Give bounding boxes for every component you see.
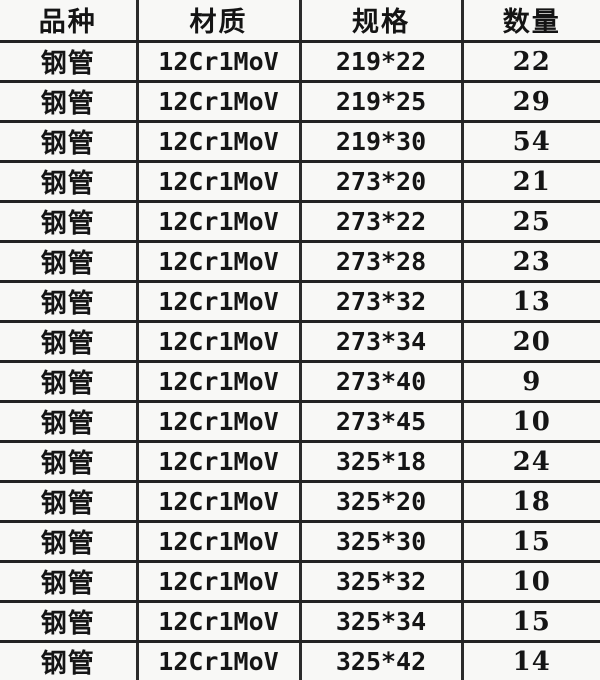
cell-material: 12Cr1MoV bbox=[137, 322, 300, 362]
cell-kind: 钢管 bbox=[0, 82, 137, 122]
cell-spec: 325*34 bbox=[300, 602, 462, 642]
cell-quantity: 18 bbox=[462, 482, 600, 522]
cell-material: 12Cr1MoV bbox=[137, 202, 300, 242]
cell-spec: 273*45 bbox=[300, 402, 462, 442]
cell-spec: 219*25 bbox=[300, 82, 462, 122]
cell-kind: 钢管 bbox=[0, 642, 137, 680]
cell-spec: 273*28 bbox=[300, 242, 462, 282]
cell-kind: 钢管 bbox=[0, 402, 137, 442]
cell-quantity: 25 bbox=[462, 202, 600, 242]
column-header-kind: 品种 bbox=[0, 0, 137, 42]
cell-material: 12Cr1MoV bbox=[137, 362, 300, 402]
cell-quantity: 13 bbox=[462, 282, 600, 322]
cell-kind: 钢管 bbox=[0, 442, 137, 482]
cell-spec: 325*18 bbox=[300, 442, 462, 482]
cell-material: 12Cr1MoV bbox=[137, 282, 300, 322]
cell-spec: 219*30 bbox=[300, 122, 462, 162]
cell-material: 12Cr1MoV bbox=[137, 402, 300, 442]
cell-quantity: 29 bbox=[462, 82, 600, 122]
column-header-quantity: 数量 bbox=[462, 0, 600, 42]
cell-spec: 273*34 bbox=[300, 322, 462, 362]
cell-quantity: 15 bbox=[462, 522, 600, 562]
cell-kind: 钢管 bbox=[0, 562, 137, 602]
cell-material: 12Cr1MoV bbox=[137, 642, 300, 680]
cell-spec: 325*20 bbox=[300, 482, 462, 522]
cell-spec: 325*42 bbox=[300, 642, 462, 680]
cell-spec: 325*30 bbox=[300, 522, 462, 562]
table-header-row: 品种 材质 规格 数量 bbox=[0, 0, 600, 42]
cell-spec: 273*32 bbox=[300, 282, 462, 322]
cell-quantity: 22 bbox=[462, 42, 600, 82]
cell-spec: 325*32 bbox=[300, 562, 462, 602]
cell-material: 12Cr1MoV bbox=[137, 562, 300, 602]
cell-quantity: 10 bbox=[462, 562, 600, 602]
cell-material: 12Cr1MoV bbox=[137, 122, 300, 162]
cell-kind: 钢管 bbox=[0, 122, 137, 162]
column-header-spec: 规格 bbox=[300, 0, 462, 42]
cell-material: 12Cr1MoV bbox=[137, 162, 300, 202]
cell-quantity: 23 bbox=[462, 242, 600, 282]
cell-kind: 钢管 bbox=[0, 202, 137, 242]
column-header-material: 材质 bbox=[137, 0, 300, 42]
cell-kind: 钢管 bbox=[0, 362, 137, 402]
cell-kind: 钢管 bbox=[0, 322, 137, 362]
cell-kind: 钢管 bbox=[0, 242, 137, 282]
cell-spec: 273*40 bbox=[300, 362, 462, 402]
cell-kind: 钢管 bbox=[0, 42, 137, 82]
cell-quantity: 20 bbox=[462, 322, 600, 362]
cell-quantity: 9 bbox=[462, 362, 600, 402]
cell-quantity: 24 bbox=[462, 442, 600, 482]
cell-quantity: 14 bbox=[462, 642, 600, 680]
cell-material: 12Cr1MoV bbox=[137, 442, 300, 482]
cell-quantity: 15 bbox=[462, 602, 600, 642]
cell-material: 12Cr1MoV bbox=[137, 82, 300, 122]
cell-spec: 219*22 bbox=[300, 42, 462, 82]
cell-quantity: 10 bbox=[462, 402, 600, 442]
cell-quantity: 54 bbox=[462, 122, 600, 162]
cell-spec: 273*22 bbox=[300, 202, 462, 242]
cell-quantity: 21 bbox=[462, 162, 600, 202]
cell-material: 12Cr1MoV bbox=[137, 42, 300, 82]
cell-material: 12Cr1MoV bbox=[137, 522, 300, 562]
cell-kind: 钢管 bbox=[0, 482, 137, 522]
cell-kind: 钢管 bbox=[0, 602, 137, 642]
cell-material: 12Cr1MoV bbox=[137, 242, 300, 282]
cell-kind: 钢管 bbox=[0, 522, 137, 562]
cell-kind: 钢管 bbox=[0, 162, 137, 202]
cell-spec: 273*20 bbox=[300, 162, 462, 202]
cell-material: 12Cr1MoV bbox=[137, 602, 300, 642]
cell-material: 12Cr1MoV bbox=[137, 482, 300, 522]
cell-kind: 钢管 bbox=[0, 282, 137, 322]
